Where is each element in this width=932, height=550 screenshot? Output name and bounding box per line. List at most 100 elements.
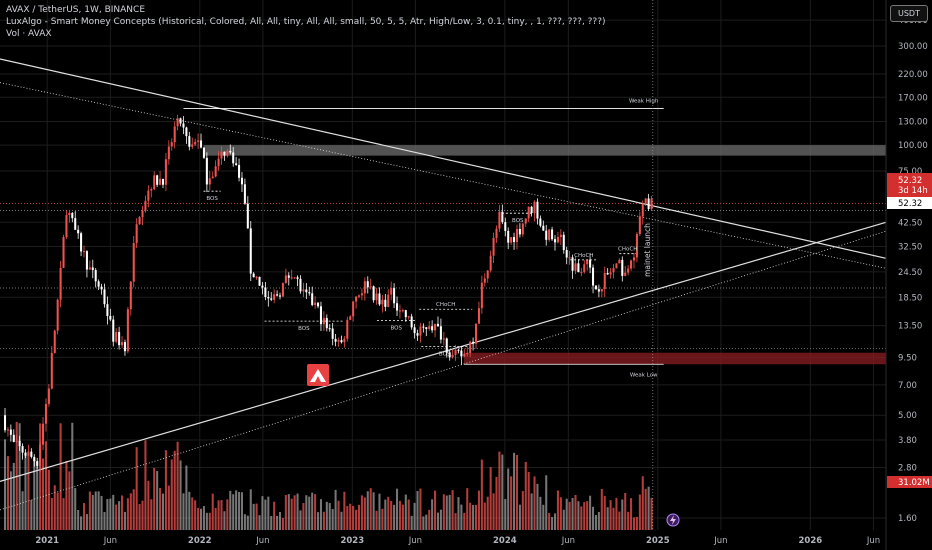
candle-body	[44, 403, 47, 424]
volume-bar	[161, 493, 165, 530]
volume-bar	[33, 458, 36, 530]
candle-body	[536, 201, 539, 219]
volume-bar	[571, 498, 574, 530]
candle-body	[129, 281, 132, 310]
x-tick-label: 2024	[493, 536, 517, 546]
candle-body	[311, 293, 314, 305]
volume-bar	[357, 504, 361, 530]
volume-bar	[317, 512, 320, 530]
candle-body	[106, 304, 109, 317]
candle-body	[533, 201, 536, 214]
volume-bar	[126, 498, 129, 530]
x-tick-label: Jun	[866, 536, 880, 546]
volume-bar	[115, 504, 118, 530]
candle-body	[390, 288, 393, 295]
candle-body	[340, 340, 343, 343]
candle-body	[159, 178, 162, 185]
trendline	[0, 82, 887, 269]
volume-bar	[276, 516, 279, 530]
candle-body	[208, 178, 211, 185]
currency-button[interactable]: USDT	[890, 5, 928, 22]
candle-body	[161, 178, 165, 185]
candle-body	[618, 259, 621, 264]
volume-bar	[71, 422, 74, 530]
volume-bar	[448, 494, 451, 530]
trendlines	[0, 58, 887, 511]
volume-bar	[472, 504, 475, 530]
x-tick-label: 2025	[646, 536, 670, 546]
volume-bar	[349, 503, 352, 530]
candle-body	[416, 333, 419, 336]
volume-bar	[252, 503, 255, 530]
candle-body	[68, 212, 71, 216]
candle-body	[407, 316, 410, 318]
volume-bar	[518, 504, 521, 530]
candle-body	[384, 299, 387, 307]
volume-indicator-title[interactable]: Vol · AVAX	[6, 29, 52, 39]
y-tick-label: 130.00	[898, 117, 928, 127]
x-tick-label: 2022	[188, 536, 212, 546]
candles	[3, 114, 653, 472]
trendline	[0, 221, 887, 482]
volume-bar	[340, 511, 343, 530]
volume-bar	[179, 460, 182, 530]
volume-bar	[255, 503, 258, 530]
price-axis[interactable]: 1.60 2.80 3.80 5.00 7.00 9.50 13.50 18.50 24.50 3…	[885, 0, 928, 550]
time-axis[interactable]: 2021 Jun 2022 Jun 2023 Jun 2024 Jun 2025 Jun 2026 J…	[35, 536, 880, 546]
volume-bar	[314, 494, 317, 530]
volume-bar	[293, 495, 296, 530]
candle-body	[59, 267, 62, 300]
volume-bar	[59, 423, 62, 530]
candle-body	[170, 142, 173, 147]
candle-body	[349, 316, 352, 320]
volume-bar	[325, 501, 328, 530]
volume-bar	[6, 456, 9, 530]
candle-body	[109, 316, 112, 320]
volume-bar	[39, 423, 42, 530]
volume-bar	[515, 454, 518, 530]
candle-body	[486, 270, 489, 279]
volume-bar	[474, 504, 478, 530]
candle-body	[565, 250, 568, 258]
volume-bar	[302, 503, 305, 530]
volume-bar	[559, 497, 562, 530]
candle-body	[343, 338, 346, 343]
candle-body	[118, 332, 121, 346]
x-tick-label: Jun	[713, 536, 727, 546]
candle-body	[644, 198, 647, 204]
structure-label: BOS	[439, 352, 451, 358]
candle-body	[50, 352, 53, 389]
volume-bar	[153, 467, 156, 530]
candle-body	[372, 286, 375, 301]
candle-body	[463, 353, 466, 357]
candle-body	[551, 229, 554, 240]
candle-body	[24, 452, 27, 456]
volume-bar	[82, 503, 86, 530]
candle-body	[91, 267, 94, 271]
volume-bar	[47, 469, 50, 530]
candle-body	[521, 223, 524, 235]
volume-bar	[501, 454, 504, 530]
volume-bar	[492, 493, 495, 530]
candle-body	[290, 277, 293, 279]
candle-body	[18, 440, 21, 447]
candle-body	[360, 293, 363, 296]
indicator-title[interactable]: LuxAlgo - Smart Money Concepts (Historic…	[6, 17, 606, 27]
event-bolt-icon[interactable]	[666, 513, 680, 527]
symbol-title[interactable]: AVAX / TetherUS, 1W, BINANCE	[6, 5, 146, 15]
volume-bar	[164, 450, 167, 530]
volume-bar	[548, 513, 551, 530]
y-tick-label: 300.00	[898, 42, 928, 52]
volume-bar	[240, 492, 244, 530]
structure-label: Weak Low	[630, 372, 658, 378]
volume-bar	[480, 459, 483, 530]
volume-bar	[597, 511, 600, 530]
candle-body	[65, 215, 68, 238]
volume-bar	[586, 501, 589, 530]
volume-bar	[627, 511, 630, 530]
candle-body	[3, 415, 7, 431]
candle-body	[635, 234, 638, 258]
candle-body	[337, 340, 340, 342]
volume-bar	[9, 471, 12, 530]
